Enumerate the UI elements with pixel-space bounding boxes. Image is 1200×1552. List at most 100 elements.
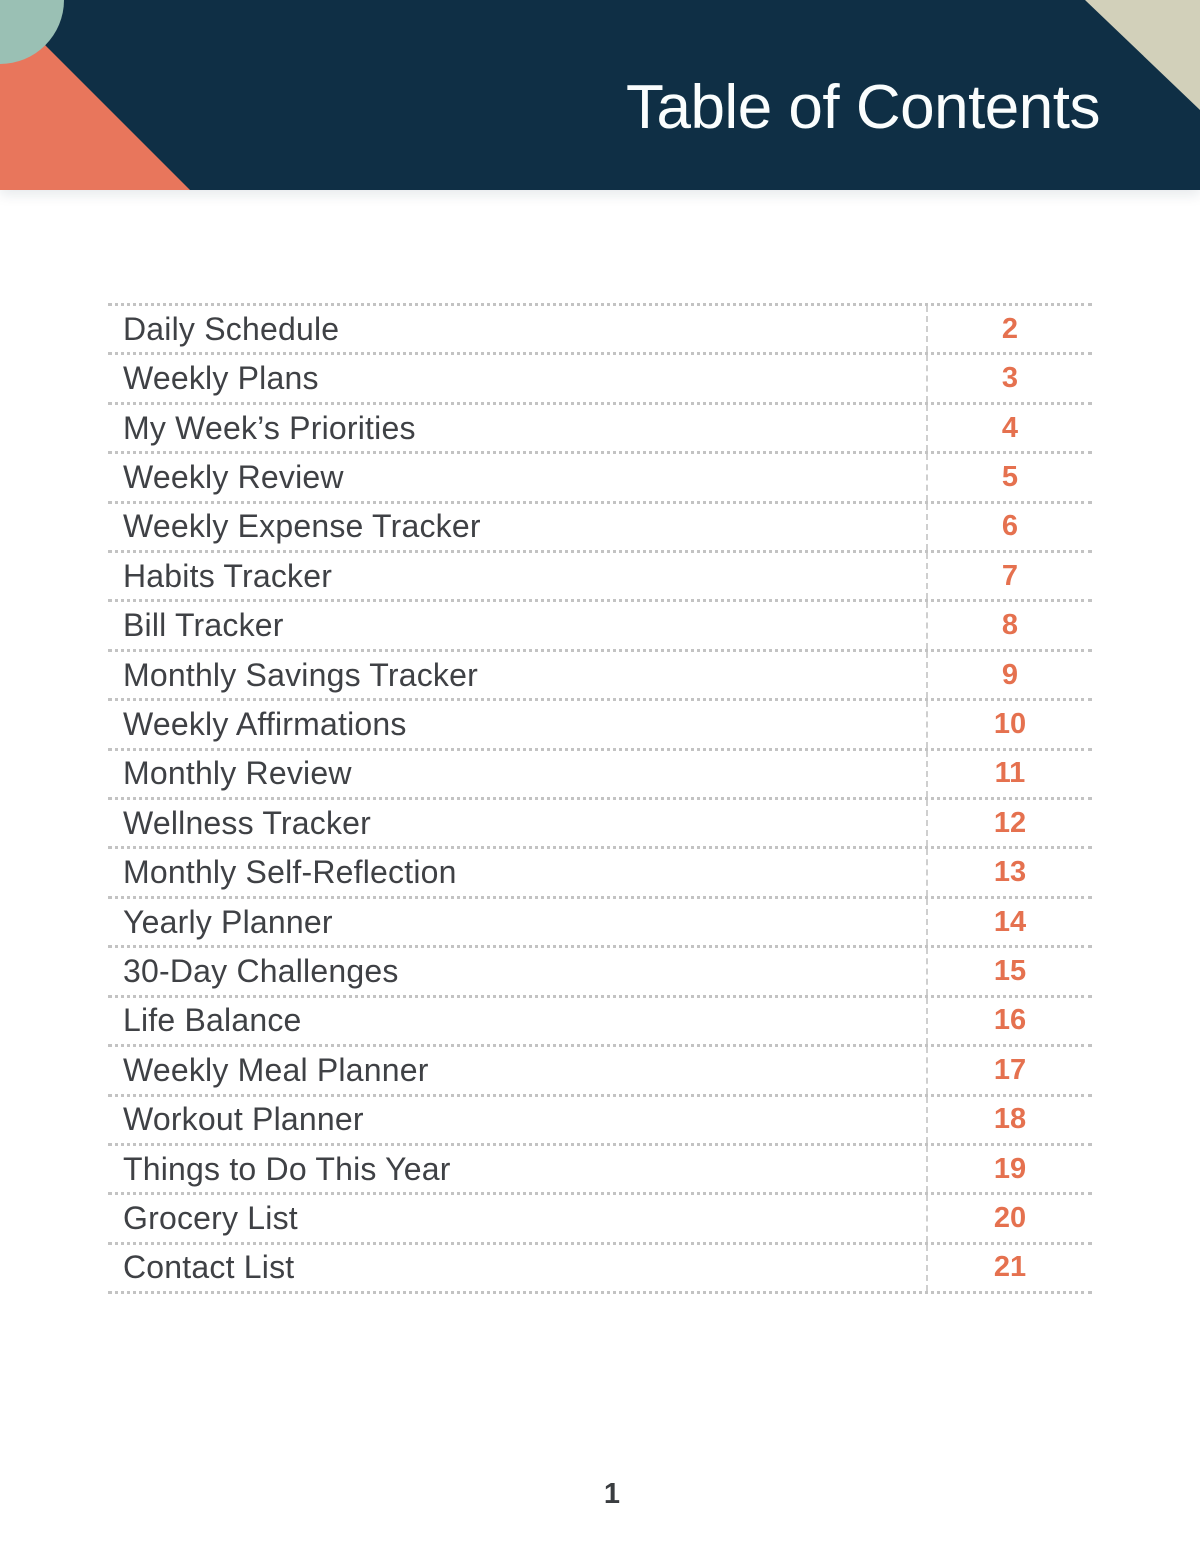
toc-label-cell: Weekly Expense Tracker <box>108 504 926 550</box>
toc-label-cell: Bill Tracker <box>108 602 926 648</box>
toc-row[interactable]: Life Balance 16 <box>108 994 1092 1045</box>
toc-label-cell: Yearly Planner <box>108 899 926 945</box>
toc-page-cell: 11 <box>926 750 1092 798</box>
toc-entry-label: Monthly Self-Reflection <box>123 854 457 891</box>
toc-row[interactable]: Things to Do This Year 19 <box>108 1142 1092 1193</box>
toc-entry-page: 2 <box>1001 312 1019 345</box>
toc-label-cell: Daily Schedule <box>108 306 926 352</box>
toc-entry-page: 7 <box>1001 559 1019 592</box>
toc-entry-page: 19 <box>993 1152 1027 1185</box>
toc-row[interactable]: Monthly Savings Tracker 9 <box>108 648 1092 699</box>
toc-row[interactable]: Weekly Expense Tracker 6 <box>108 500 1092 551</box>
toc-page-cell: 20 <box>926 1195 1092 1242</box>
toc-entry-label: My Week’s Priorities <box>123 409 416 446</box>
toc-row[interactable]: Weekly Plans 3 <box>108 352 1092 402</box>
toc-entry-page: 15 <box>993 954 1027 987</box>
toc-label-cell: 30-Day Challenges <box>108 948 926 994</box>
toc-entry-label: 30-Day Challenges <box>123 952 399 989</box>
toc-row[interactable]: Workout Planner 18 <box>108 1093 1092 1143</box>
toc-entry-page: 21 <box>993 1251 1027 1284</box>
toc-page-cell: 3 <box>926 355 1092 402</box>
toc-label-cell: Weekly Plans <box>108 355 926 401</box>
toc-page-cell: 9 <box>926 651 1092 699</box>
tan-triangle-decoration <box>1085 0 1200 110</box>
toc-page-cell: 15 <box>926 948 1092 995</box>
page-number: 1 <box>603 1478 621 1510</box>
toc-label-cell: Contact List <box>108 1245 926 1291</box>
toc-page-cell: 21 <box>926 1244 1092 1292</box>
page-title: Table of Contents <box>625 72 1101 142</box>
toc-entry-label: Life Balance <box>123 1002 302 1039</box>
toc-entry-label: Workout Planner <box>123 1101 364 1138</box>
toc-page-cell: 16 <box>926 997 1092 1045</box>
toc-row[interactable]: Yearly Planner 14 <box>108 895 1092 946</box>
toc-table: Daily Schedule 2 Weekly Plans 3 My Week’… <box>108 303 1092 1294</box>
toc-label-cell: Habits Tracker <box>108 553 926 599</box>
toc-entry-page: 5 <box>1001 460 1019 493</box>
toc-entry-page: 10 <box>993 707 1027 740</box>
toc-page-cell: 4 <box>926 404 1092 452</box>
toc-label-cell: Monthly Self-Reflection <box>108 849 926 895</box>
toc-entry-label: Wellness Tracker <box>123 804 372 841</box>
toc-row[interactable]: My Week’s Priorities 4 <box>108 401 1092 452</box>
toc-label-cell: My Week’s Priorities <box>108 405 926 451</box>
toc-page-cell: 13 <box>926 849 1092 896</box>
toc-row[interactable]: Weekly Review 5 <box>108 451 1092 501</box>
page-footer: 1 <box>0 1478 1200 1511</box>
toc-label-cell: Weekly Meal Planner <box>108 1047 926 1093</box>
toc-entry-page: 20 <box>993 1202 1027 1235</box>
toc-page-cell: 10 <box>926 701 1092 748</box>
toc-row[interactable]: Contact List 21 <box>108 1241 1092 1292</box>
toc-entry-label: Grocery List <box>123 1200 298 1237</box>
toc-entry-label: Monthly Review <box>123 755 352 792</box>
toc-page-cell: 18 <box>926 1096 1092 1143</box>
toc-entry-label: Weekly Affirmations <box>123 705 407 742</box>
toc-entry-label: Weekly Review <box>123 458 344 495</box>
toc-page-cell: 6 <box>926 503 1092 551</box>
toc-label-cell: Grocery List <box>108 1195 926 1241</box>
toc-row[interactable]: Bill Tracker 8 <box>108 599 1092 649</box>
toc-entry-label: Weekly Meal Planner <box>123 1051 429 1088</box>
header-banner: Table of Contents <box>0 0 1200 190</box>
toc-label-cell: Weekly Review <box>108 454 926 500</box>
toc-label-cell: Life Balance <box>108 998 926 1044</box>
toc-entry-page: 16 <box>993 1004 1027 1037</box>
toc-entry-page: 14 <box>993 905 1027 938</box>
toc-page-cell: 8 <box>926 602 1092 649</box>
toc-row[interactable]: Weekly Meal Planner 17 <box>108 1044 1092 1094</box>
toc-label-cell: Wellness Tracker <box>108 800 926 846</box>
toc-page-cell: 2 <box>926 306 1092 353</box>
toc-entry-label: Weekly Plans <box>123 360 319 397</box>
toc-entry-page: 11 <box>994 757 1026 790</box>
toc-entry-page: 12 <box>993 806 1027 839</box>
toc-page-cell: 14 <box>926 898 1092 946</box>
toc-page-cell: 7 <box>926 553 1092 600</box>
toc-entry-page: 13 <box>993 856 1027 889</box>
toc-row[interactable]: Monthly Self-Reflection 13 <box>108 846 1092 896</box>
toc-entry-page: 6 <box>1001 510 1019 543</box>
toc-entry-label: Daily Schedule <box>123 310 340 347</box>
toc-row[interactable]: Weekly Affirmations 10 <box>108 698 1092 748</box>
toc-entry-label: Habits Tracker <box>123 557 333 594</box>
toc-page-cell: 19 <box>926 1145 1092 1193</box>
toc-row[interactable]: 30-Day Challenges 15 <box>108 945 1092 995</box>
toc-entry-label: Things to Do This Year <box>123 1150 451 1187</box>
toc-row[interactable]: Grocery List 20 <box>108 1192 1092 1242</box>
toc-row[interactable]: Daily Schedule 2 <box>108 303 1092 353</box>
toc-page-cell: 17 <box>926 1047 1092 1094</box>
toc-label-cell: Weekly Affirmations <box>108 701 926 747</box>
toc-entry-page: 17 <box>993 1053 1027 1086</box>
toc-label-cell: Workout Planner <box>108 1097 926 1143</box>
toc-entry-label: Contact List <box>123 1249 295 1286</box>
toc-row[interactable]: Wellness Tracker 12 <box>108 797 1092 847</box>
toc-label-cell: Monthly Savings Tracker <box>108 652 926 698</box>
toc-label-cell: Things to Do This Year <box>108 1146 926 1192</box>
toc-entry-page: 3 <box>1001 362 1019 395</box>
toc-entry-label: Bill Tracker <box>123 607 284 644</box>
toc-page-cell: 12 <box>926 800 1092 847</box>
toc-row[interactable]: Monthly Review 11 <box>108 747 1092 798</box>
toc-entry-label: Yearly Planner <box>123 903 333 940</box>
toc-entry-page: 9 <box>1001 658 1019 691</box>
toc-row[interactable]: Habits Tracker 7 <box>108 550 1092 600</box>
